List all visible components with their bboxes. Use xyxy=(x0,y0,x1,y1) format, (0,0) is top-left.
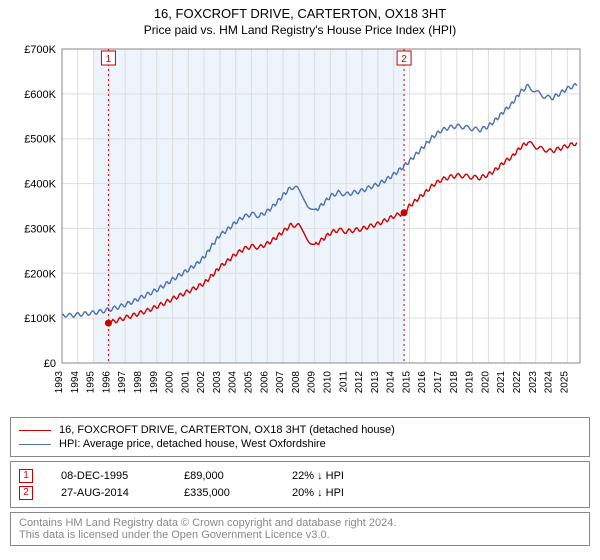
svg-text:2020: 2020 xyxy=(480,371,491,394)
transactions-table: 1 08-DEC-1995 £89,000 22% ↓ HPI 2 27-AUG… xyxy=(10,461,590,508)
svg-text:2016: 2016 xyxy=(417,371,428,394)
svg-text:£700K: £700K xyxy=(24,44,56,56)
transaction-marker: 1 xyxy=(19,469,33,483)
svg-text:2009: 2009 xyxy=(307,371,318,394)
svg-text:£400K: £400K xyxy=(24,179,56,191)
chart-svg: £0 £100K £200K £300K £400K £500K £600K £700K 199… xyxy=(10,43,590,413)
svg-text:2018: 2018 xyxy=(449,371,460,394)
svg-text:1: 1 xyxy=(106,54,112,65)
svg-text:2012: 2012 xyxy=(354,371,365,394)
svg-text:£500K: £500K xyxy=(24,134,56,146)
legend-label: HPI: Average price, detached house, West… xyxy=(59,438,326,450)
svg-text:2: 2 xyxy=(401,54,407,65)
svg-text:2021: 2021 xyxy=(496,371,507,394)
attribution-line: Contains HM Land Registry data © Crown c… xyxy=(19,517,581,529)
svg-text:2024: 2024 xyxy=(544,371,555,394)
legend-item: 16, FOXCROFT DRIVE, CARTERTON, OX18 3HT … xyxy=(19,424,581,436)
svg-text:2017: 2017 xyxy=(433,371,444,394)
svg-text:1999: 1999 xyxy=(149,371,160,394)
svg-text:£600K: £600K xyxy=(24,89,56,101)
attribution-line: This data is licensed under the Open Gov… xyxy=(19,529,581,541)
transaction-price: £335,000 xyxy=(184,487,264,499)
svg-text:£100K: £100K xyxy=(24,313,56,325)
table-row: 1 08-DEC-1995 £89,000 22% ↓ HPI xyxy=(19,469,581,483)
transaction-date: 27-AUG-2014 xyxy=(61,487,156,499)
transaction-hpi-relation: 22% ↓ HPI xyxy=(292,470,581,482)
transaction-marker: 2 xyxy=(19,486,33,500)
svg-text:2006: 2006 xyxy=(259,371,270,394)
legend-label: 16, FOXCROFT DRIVE, CARTERTON, OX18 3HT … xyxy=(59,424,395,436)
legend-item: HPI: Average price, detached house, West… xyxy=(19,438,581,450)
svg-text:2004: 2004 xyxy=(228,371,239,394)
svg-text:2022: 2022 xyxy=(512,371,523,394)
legend: 16, FOXCROFT DRIVE, CARTERTON, OX18 3HT … xyxy=(10,417,590,457)
svg-text:2023: 2023 xyxy=(528,371,539,394)
svg-text:2000: 2000 xyxy=(165,371,176,394)
svg-text:2007: 2007 xyxy=(275,371,286,394)
legend-swatch xyxy=(19,430,51,431)
svg-text:1994: 1994 xyxy=(70,371,81,394)
svg-text:1993: 1993 xyxy=(54,371,65,394)
svg-text:2008: 2008 xyxy=(291,371,302,394)
svg-text:1998: 1998 xyxy=(133,371,144,394)
svg-text:2014: 2014 xyxy=(386,371,397,394)
svg-text:2002: 2002 xyxy=(196,371,207,394)
chart: £0 £100K £200K £300K £400K £500K £600K £700K 199… xyxy=(10,43,590,413)
svg-text:2019: 2019 xyxy=(465,371,476,394)
svg-text:£200K: £200K xyxy=(24,268,56,280)
attribution: Contains HM Land Registry data © Crown c… xyxy=(10,512,590,546)
svg-text:2010: 2010 xyxy=(322,371,333,394)
svg-text:2003: 2003 xyxy=(212,371,223,394)
svg-text:2015: 2015 xyxy=(401,371,412,394)
svg-text:1996: 1996 xyxy=(101,371,112,394)
page-title: 16, FOXCROFT DRIVE, CARTERTON, OX18 3HT xyxy=(10,6,590,21)
table-row: 2 27-AUG-2014 £335,000 20% ↓ HPI xyxy=(19,486,581,500)
svg-text:2011: 2011 xyxy=(338,371,349,393)
legend-swatch xyxy=(19,444,51,445)
transaction-hpi-relation: 20% ↓ HPI xyxy=(292,487,581,499)
svg-text:2005: 2005 xyxy=(244,371,255,394)
transaction-price: £89,000 xyxy=(184,470,264,482)
svg-text:2013: 2013 xyxy=(370,371,381,394)
svg-text:1997: 1997 xyxy=(117,371,128,394)
svg-text:1995: 1995 xyxy=(86,371,97,394)
svg-text:2001: 2001 xyxy=(180,371,191,394)
svg-text:£0: £0 xyxy=(44,358,56,370)
transaction-date: 08-DEC-1995 xyxy=(61,470,156,482)
svg-text:£300K: £300K xyxy=(24,223,56,235)
page-subtitle: Price paid vs. HM Land Registry's House … xyxy=(10,23,590,37)
svg-text:2025: 2025 xyxy=(559,371,570,394)
